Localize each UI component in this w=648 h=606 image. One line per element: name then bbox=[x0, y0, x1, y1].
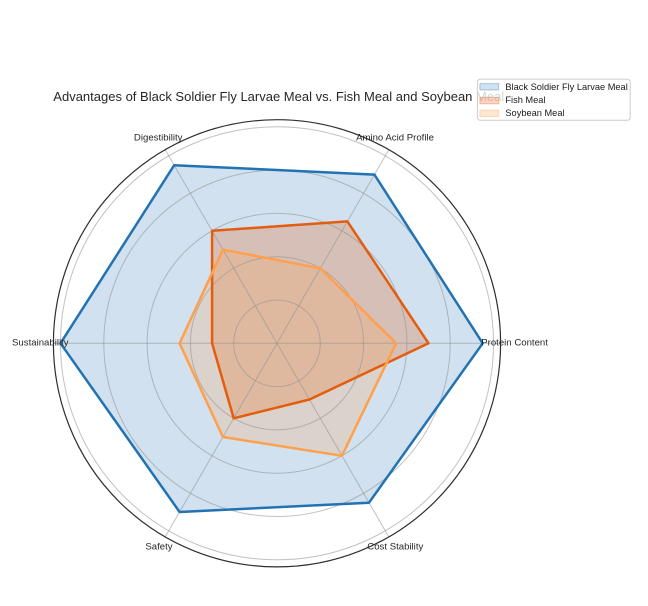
svg-text:Safety: Safety bbox=[145, 541, 172, 552]
svg-text:Advantages of Black Soldier Fl: Advantages of Black Soldier Fly Larvae M… bbox=[53, 89, 504, 104]
svg-text:Amino Acid Profile: Amino Acid Profile bbox=[356, 133, 434, 144]
svg-text:Cost Stability: Cost Stability bbox=[367, 541, 423, 552]
svg-text:Black Soldier Fly Larvae Meal: Black Soldier Fly Larvae Meal bbox=[505, 82, 627, 92]
svg-text:Sustainability: Sustainability bbox=[12, 338, 69, 349]
svg-text:Fish Meal: Fish Meal bbox=[505, 95, 545, 105]
svg-text:Protein Content: Protein Content bbox=[481, 338, 548, 349]
svg-text:Soybean Meal: Soybean Meal bbox=[505, 108, 564, 118]
svg-text:Digestibility: Digestibility bbox=[134, 133, 183, 144]
